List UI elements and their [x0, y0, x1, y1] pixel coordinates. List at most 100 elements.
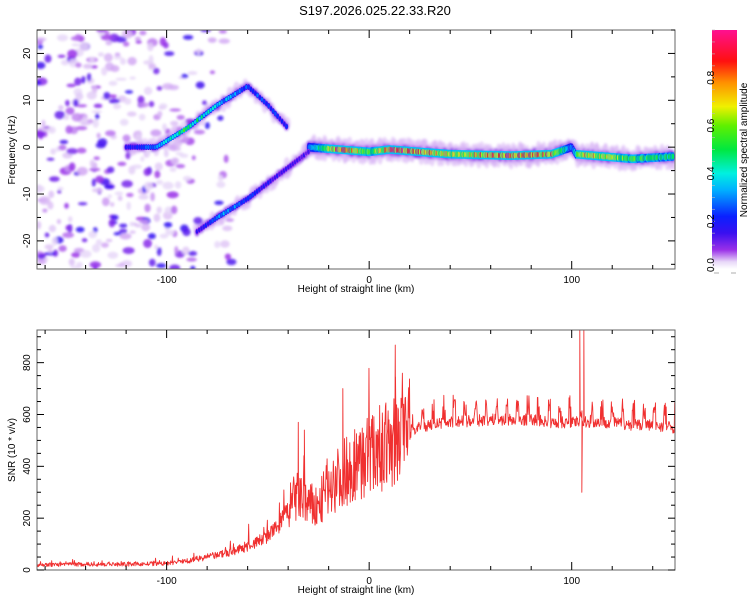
heatmap-y-tick-label: -20 [22, 233, 33, 248]
heatmap-cell [149, 145, 152, 150]
heatmap-cell [141, 223, 151, 232]
heatmap-cell [114, 52, 121, 58]
heatmap-cell [108, 218, 116, 228]
heatmap-cell [213, 217, 217, 222]
heatmap-cell [153, 67, 160, 75]
heatmap-cell [37, 253, 46, 260]
heatmap-cell [108, 94, 118, 99]
heatmap-cell [138, 194, 149, 200]
heatmap-cell [162, 83, 174, 90]
heatmap-cell [217, 174, 224, 182]
heatmap-cell [202, 113, 206, 118]
heatmap-cell [226, 208, 230, 213]
heatmap-cell [234, 91, 237, 96]
heatmap-cell [148, 63, 157, 69]
heatmap-cell [170, 120, 179, 126]
heatmap-cell [138, 102, 149, 108]
heatmap-cell [304, 151, 308, 156]
heatmap-cell [165, 139, 168, 144]
heatmap-cell [134, 133, 142, 142]
heatmap-cell [74, 77, 82, 86]
heatmap-cell [258, 95, 261, 100]
heatmap-cell [108, 98, 121, 104]
heatmap-cell [96, 132, 101, 139]
heatmap-cell [186, 257, 197, 262]
heatmap-y-tick-label: 20 [22, 47, 33, 59]
heatmap-frame [36, 29, 676, 270]
heatmap-cell [170, 205, 178, 215]
heatmap-cell [233, 204, 237, 209]
heatmap-cell [260, 97, 264, 102]
heatmap-cell [148, 258, 156, 267]
heatmap-y-tick-label: 0 [22, 144, 33, 150]
heatmap-cell [68, 162, 76, 172]
heatmap-cell [258, 187, 261, 192]
heatmap-cell [57, 54, 66, 58]
heatmap-cell [249, 194, 252, 199]
heatmap-cell [251, 89, 255, 94]
heatmap-cell [202, 224, 205, 229]
heatmap-cell [37, 185, 45, 193]
heatmap-cell [96, 30, 108, 33]
heatmap-cell [42, 208, 48, 213]
heatmap-cell [71, 43, 81, 47]
heatmap-cell [229, 94, 233, 99]
heatmap-cell [46, 157, 55, 161]
heatmap-cell [204, 121, 210, 130]
heatmap-cell [67, 49, 78, 59]
heatmap-cell [143, 181, 154, 191]
heatmap-cell [81, 75, 86, 84]
heatmap-cell [214, 200, 224, 205]
heatmap-panel: -100 0 100 Height of straight line (km) … [7, 29, 676, 295]
heatmap-cell [144, 203, 151, 213]
colorbar-ticks [712, 29, 736, 274]
heatmap-cell [113, 231, 122, 236]
snr-y-tick-label: 600 [22, 406, 33, 423]
heatmap-cell [222, 211, 225, 216]
heatmap-cell [181, 73, 189, 79]
heatmap-cell [269, 106, 273, 111]
heatmap-cell [119, 233, 132, 240]
heatmap-cell [218, 38, 230, 44]
heatmap-cell [95, 142, 106, 149]
heatmap-cell [57, 186, 64, 191]
heatmap-cell [166, 191, 179, 199]
heatmap-cell [92, 243, 101, 253]
heatmap-cell [144, 145, 148, 150]
heatmap-cell [108, 80, 118, 86]
heatmap-cell [296, 158, 299, 163]
heatmap-cell [150, 192, 155, 202]
heatmap-cell [44, 54, 52, 63]
heatmap-cell [70, 36, 82, 41]
snr-x-axis-label: Height of straight line (km) [298, 585, 415, 596]
heatmap-cell [265, 101, 268, 106]
heatmap-cell [37, 37, 47, 42]
heatmap-cell [191, 121, 195, 126]
heatmap-cell [89, 57, 96, 63]
heatmap-cell [302, 153, 306, 158]
heatmap-cell [207, 37, 217, 43]
heatmap-cell [37, 130, 45, 136]
heatmap-cell [167, 137, 170, 142]
heatmap-cell [79, 41, 90, 51]
heatmap-cell [156, 85, 163, 91]
heatmap-cell [157, 110, 163, 118]
heatmap-cell [224, 253, 232, 260]
heatmap-cell [162, 181, 174, 190]
heatmap-cell [182, 227, 191, 237]
heatmap-cell [282, 168, 286, 173]
heatmap-cell [126, 192, 134, 198]
heatmap-cell [267, 103, 270, 108]
heatmap-cell [216, 102, 219, 107]
heatmap-cell [138, 145, 141, 150]
heatmap-cell [92, 118, 99, 128]
heatmap-cell [263, 99, 266, 104]
heatmap-cell [182, 135, 189, 143]
heatmap-cell [235, 203, 239, 208]
heatmap-cell [139, 30, 147, 36]
heatmap-cell [107, 194, 112, 199]
heatmap-cell [187, 71, 198, 75]
heatmap-cell [180, 120, 188, 128]
heatmap-cell [162, 140, 166, 145]
heatmap-cell [119, 223, 128, 228]
